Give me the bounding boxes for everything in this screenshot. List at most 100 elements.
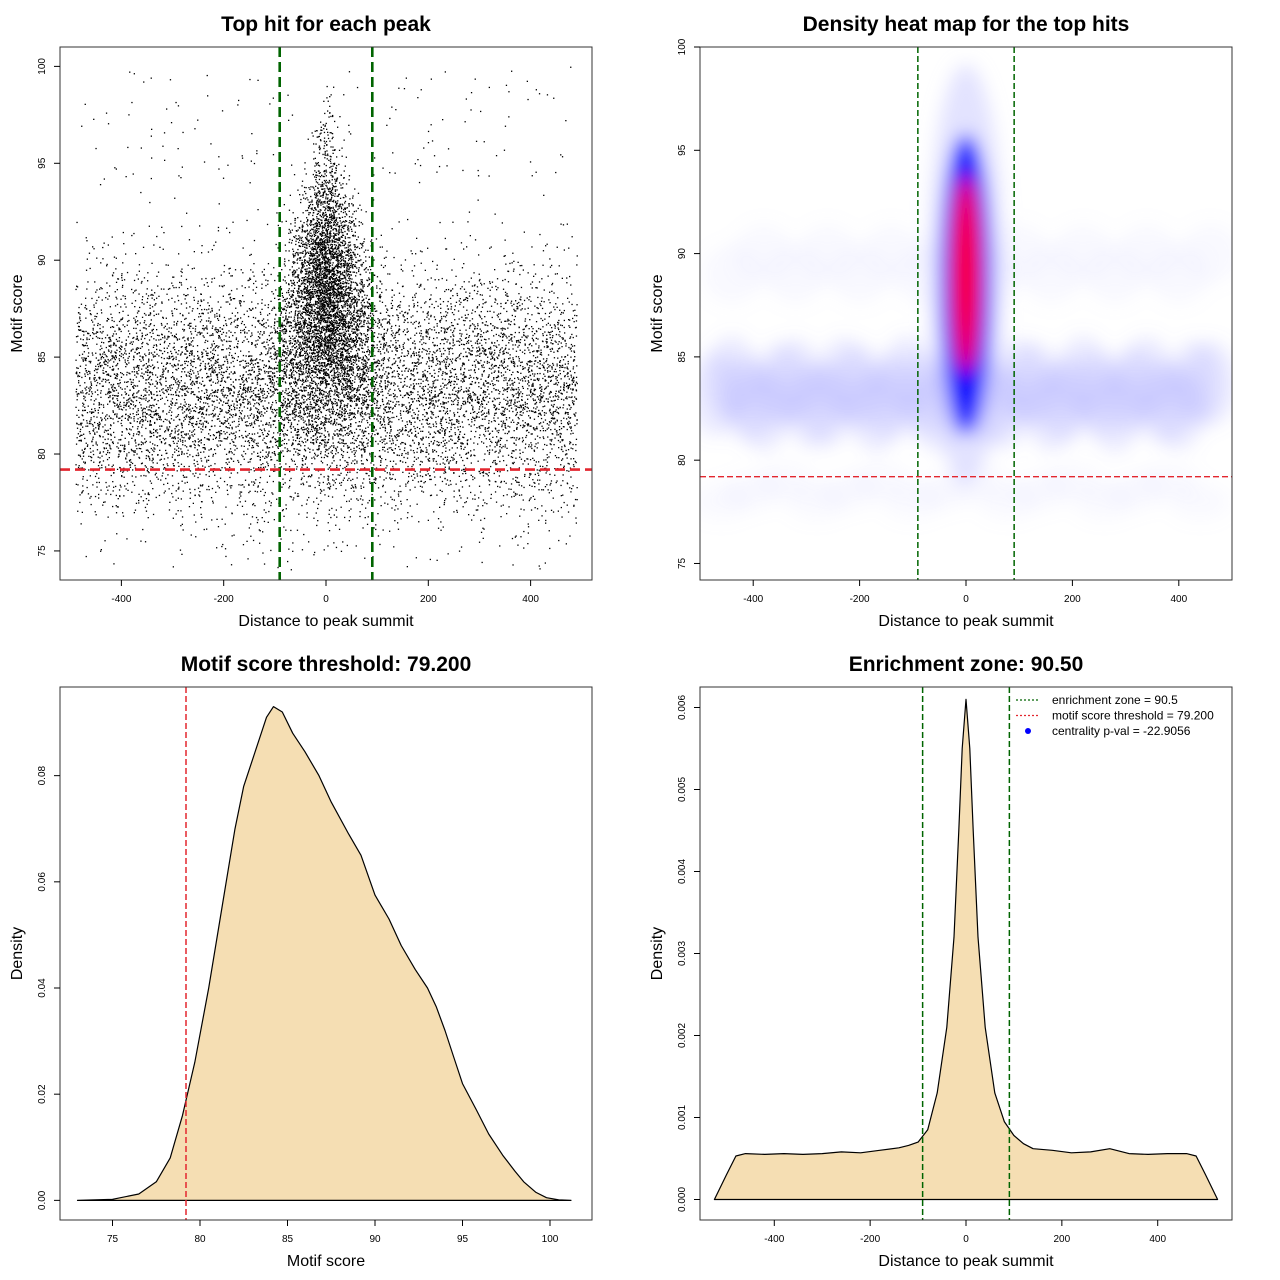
scatter-point: [107, 393, 109, 395]
scatter-point: [105, 381, 107, 383]
scatter-point: [212, 349, 214, 351]
scatter-point: [295, 414, 297, 416]
scatter-point: [448, 351, 450, 353]
scatter-point: [389, 432, 391, 434]
scatter-point: [387, 423, 389, 425]
scatter-point: [95, 316, 98, 318]
scatter-point: [362, 499, 364, 501]
scatter-point: [174, 430, 177, 432]
scatter-point: [186, 375, 188, 377]
scatter-point: [321, 267, 323, 270]
scatter-point: [245, 371, 247, 373]
scatter-point: [164, 368, 167, 370]
scatter-point: [559, 360, 562, 362]
scatter-point: [124, 445, 126, 448]
scatter-point: [153, 450, 155, 453]
scatter-point: [451, 419, 453, 421]
scatter-point: [344, 378, 346, 380]
scatter-point: [303, 409, 305, 411]
scatter-point: [521, 485, 523, 487]
scatter-point: [334, 347, 336, 349]
scatter-point: [212, 500, 214, 502]
scatter-point: [346, 359, 348, 361]
scatter-point: [116, 349, 118, 351]
scatter-point: [263, 366, 265, 369]
scatter-point: [565, 543, 567, 545]
scatter-point: [519, 456, 521, 458]
scatter-point: [321, 342, 323, 345]
scatter-point: [459, 338, 461, 340]
scatter-point: [153, 310, 155, 312]
scatter-point: [304, 395, 306, 398]
scatter-point: [440, 423, 442, 425]
scatter-point: [545, 387, 547, 389]
scatter-point: [257, 393, 259, 395]
scatter-point: [225, 355, 227, 357]
scatter-point: [233, 403, 235, 405]
scatter-point: [507, 281, 510, 283]
scatter-point: [225, 462, 227, 464]
scatter-point: [470, 462, 472, 464]
scatter-point: [141, 426, 143, 428]
scatter-point: [243, 383, 246, 386]
scatter-point: [303, 411, 306, 413]
scatter-point: [564, 367, 566, 369]
scatter-point: [300, 403, 303, 405]
scatter-point: [491, 281, 494, 283]
scatter-point: [261, 308, 263, 310]
scatter-point: [141, 346, 143, 348]
scatter-point: [361, 442, 363, 444]
scatter-point: [214, 349, 217, 352]
scatter-point: [103, 361, 105, 363]
scatter-point: [431, 397, 434, 400]
scatter-point: [234, 352, 236, 355]
scatter-point: [114, 395, 116, 397]
scatter-point: [301, 440, 303, 443]
scatter-point: [354, 455, 356, 457]
scatter-point: [394, 389, 396, 391]
scatter-point: [567, 363, 569, 365]
scatter-point: [566, 223, 568, 225]
scatter-point: [144, 337, 146, 340]
scatter-point: [490, 246, 492, 248]
scatter-point: [444, 337, 446, 339]
scatter-point: [518, 293, 520, 295]
scatter-point: [474, 455, 476, 457]
scatter-point: [77, 312, 80, 314]
scatter-point: [175, 490, 177, 492]
scatter-point: [451, 393, 453, 395]
scatter-point: [208, 368, 210, 370]
scatter-point: [128, 415, 131, 418]
scatter-point: [150, 447, 152, 450]
scatter-point: [514, 405, 516, 407]
scatter-point: [219, 327, 221, 329]
scatter-point: [254, 317, 257, 319]
scatter-points: [75, 66, 578, 571]
scatter-point: [240, 332, 242, 334]
scatter-point: [351, 384, 353, 387]
scatter-point: [303, 407, 305, 409]
scatter-point: [323, 407, 325, 410]
scatter-point: [287, 363, 289, 365]
scatter-point: [414, 486, 416, 488]
scatter-point: [563, 326, 565, 329]
scatter-point: [224, 420, 226, 422]
scatter-point: [408, 394, 411, 396]
scatter-point: [134, 467, 137, 469]
scatter-point: [112, 490, 114, 492]
scatter-point: [89, 267, 91, 270]
scatter-point: [202, 429, 204, 431]
scatter-point: [219, 384, 222, 386]
scatter-point: [376, 374, 378, 376]
scatter-point: [496, 463, 498, 465]
scatter-point: [491, 316, 493, 319]
scatter-point: [103, 448, 106, 450]
scatter-point: [172, 566, 174, 568]
scatter-point: [96, 369, 98, 371]
scatter-point: [218, 309, 220, 311]
scatter-point: [467, 398, 469, 400]
scatter-point: [210, 368, 212, 370]
scatter-point: [524, 339, 526, 341]
scatter-point: [396, 370, 398, 372]
scatter-point: [367, 413, 369, 415]
